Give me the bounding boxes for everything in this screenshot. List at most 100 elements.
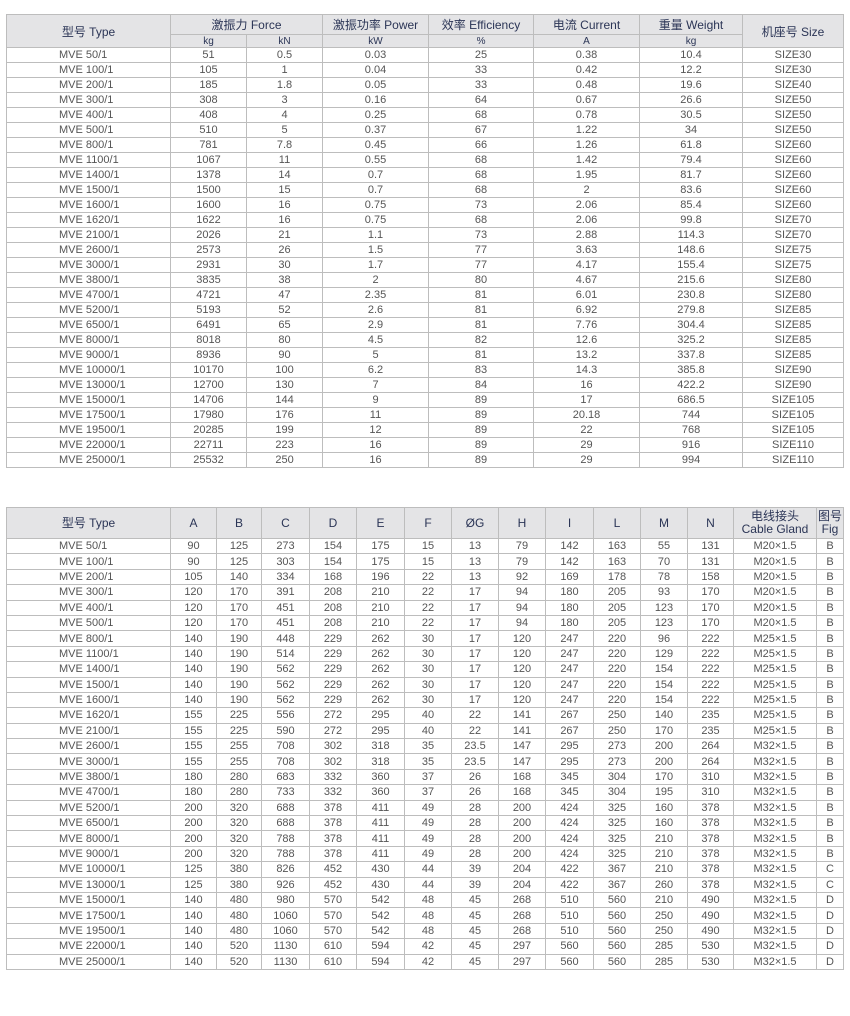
value-cell: 140 <box>170 676 217 693</box>
value-cell: 15 <box>404 537 452 555</box>
model-cell: MVE 2600/1 <box>6 242 171 258</box>
table-row: MVE 5200/1 200 320 688 378 411 49 28 200 424 325 16… <box>6 799 844 817</box>
value-cell: 123 <box>640 614 688 632</box>
value-cell: 170 <box>640 768 688 786</box>
value-cell: 79 <box>498 537 546 555</box>
value-cell: 120 <box>498 691 546 709</box>
value-cell: 560 <box>593 922 641 940</box>
value-cell: 114.3 <box>639 227 744 243</box>
value-cell: 514 <box>261 645 310 663</box>
model-cell: MVE 5200/1 <box>6 302 171 318</box>
value-cell: 140 <box>170 953 217 970</box>
value-cell: 208 <box>309 584 357 601</box>
value-cell: D <box>816 907 844 924</box>
value-cell: 325 <box>593 830 641 847</box>
value-cell: 360 <box>356 768 405 786</box>
value-cell: SIZE85 <box>742 332 845 348</box>
value-cell: 15 <box>245 182 324 198</box>
value-cell: 180 <box>545 584 594 601</box>
value-cell: SIZE70 <box>742 227 845 243</box>
value-cell: B <box>816 568 844 586</box>
model-cell: MVE 22000/1 <box>6 437 171 453</box>
value-cell: 320 <box>216 845 262 863</box>
header-efficiency: 效率 Efficiency <box>428 14 535 35</box>
value-cell: M32×1.5 <box>733 738 817 755</box>
value-cell: 49 <box>404 845 452 863</box>
model-cell: MVE 200/1 <box>6 568 171 586</box>
value-cell: 378 <box>309 815 357 832</box>
model-cell: MVE 400/1 <box>6 599 171 616</box>
table-row: MVE 400/1 120 170 451 208 210 22 17 94 180 205 123 1… <box>6 599 844 616</box>
value-cell: 120 <box>170 614 217 632</box>
value-cell: 154 <box>640 676 688 693</box>
value-cell: 452 <box>309 861 357 878</box>
value-cell: 310 <box>687 784 734 801</box>
column-header: M <box>640 507 688 539</box>
value-cell: 65 <box>245 317 324 333</box>
value-cell: 490 <box>687 907 734 924</box>
value-cell: 490 <box>687 922 734 940</box>
value-cell: 61.8 <box>639 137 744 153</box>
value-cell: 51 <box>170 47 247 63</box>
value-cell: 83.6 <box>639 182 744 198</box>
value-cell: B <box>816 768 844 786</box>
value-cell: 30 <box>245 257 324 273</box>
table-row: MVE 8000/1 200 320 788 378 411 49 28 200 424 325 21… <box>6 830 844 847</box>
value-cell: 570 <box>309 907 357 924</box>
model-cell: MVE 1400/1 <box>6 661 171 678</box>
value-cell: 708 <box>261 753 310 770</box>
value-cell: 560 <box>593 891 641 909</box>
value-cell: 0.67 <box>533 92 641 108</box>
value-cell: 170 <box>687 584 734 601</box>
table-row: MVE 500/1 120 170 451 208 210 22 17 94 180 205 123 1… <box>6 614 844 632</box>
value-cell: 3 <box>245 92 324 108</box>
value-cell: 96 <box>640 630 688 647</box>
value-cell: 337.8 <box>639 347 744 363</box>
value-cell: 30 <box>404 676 452 693</box>
value-cell: SIZE70 <box>742 212 845 228</box>
value-cell: 64 <box>428 92 535 108</box>
value-cell: 120 <box>170 599 217 616</box>
value-cell: SIZE50 <box>742 107 845 123</box>
value-cell: 70 <box>640 553 688 570</box>
value-cell: 210 <box>640 861 688 878</box>
value-cell: 303 <box>261 553 310 570</box>
table-row: MVE 50/1 51 0.5 0.03 25 0.38 10.4 SIZE30 <box>6 47 845 63</box>
value-cell: 155 <box>170 707 217 724</box>
value-cell: B <box>816 630 844 647</box>
value-cell: 30 <box>404 630 452 647</box>
value-cell: 200 <box>498 815 546 832</box>
value-cell: 120 <box>498 661 546 678</box>
model-cell: MVE 2600/1 <box>6 738 171 755</box>
value-cell: 175 <box>356 553 405 570</box>
value-cell: 55 <box>640 537 688 555</box>
model-cell: MVE 3000/1 <box>6 257 171 273</box>
value-cell: M32×1.5 <box>733 861 817 878</box>
value-cell: 175 <box>356 537 405 555</box>
value-cell: 325 <box>593 799 641 817</box>
value-cell: 140 <box>640 707 688 724</box>
table-row: MVE 300/1 308 3 0.16 64 0.67 26.6 SIZE50 <box>6 92 845 108</box>
value-cell: 826 <box>261 861 310 878</box>
value-cell: 9 <box>322 392 430 408</box>
model-cell: MVE 13000/1 <box>6 377 171 393</box>
value-cell: 22 <box>451 707 499 724</box>
header-force: 激振力 Force <box>169 14 324 35</box>
table-row: MVE 6500/1 200 320 688 378 411 49 28 200 424 325 16… <box>6 815 844 832</box>
value-cell: 79 <box>498 553 546 570</box>
value-cell: 22 <box>404 614 452 632</box>
value-cell: 14706 <box>170 392 247 408</box>
value-cell: 318 <box>356 753 405 770</box>
value-cell: 255 <box>216 738 262 755</box>
value-cell: 90 <box>170 553 217 570</box>
unit-label: kg <box>170 34 247 48</box>
value-cell: M20×1.5 <box>733 568 817 586</box>
value-cell: 1.5 <box>322 242 430 258</box>
value-cell: 1.42 <box>533 152 641 168</box>
header-size: 机座号 Size <box>742 14 845 48</box>
value-cell: 147 <box>498 738 546 755</box>
value-cell: 204 <box>498 876 546 893</box>
value-cell: 411 <box>356 830 405 847</box>
value-cell: SIZE60 <box>742 137 845 153</box>
table-row: MVE 2600/1 2573 26 1.5 77 3.63 148.6 SIZE75 <box>6 242 845 258</box>
